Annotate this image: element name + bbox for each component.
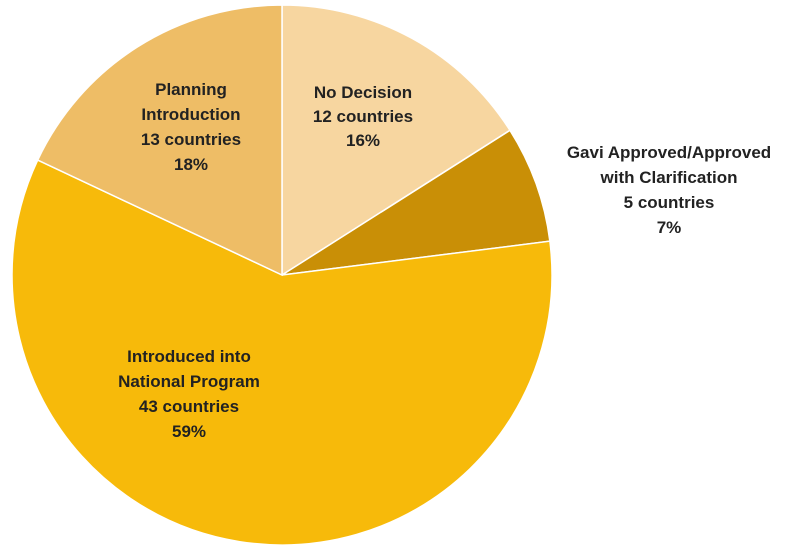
data-label-line: 7% [657,218,682,237]
data-label-line: 59% [172,422,206,441]
data-label-line: No Decision [314,83,412,102]
data-label-no-decision: No Decision 12 countries 16% [313,83,413,150]
data-label-line: Planning [155,80,227,99]
data-label-line: 43 countries [139,397,239,416]
data-label-planning: Planning Introduction 13 countries 18% [141,80,241,174]
data-label-line: 12 countries [313,107,413,126]
data-label-line: 5 countries [624,193,715,212]
labels-layer: No Decision 12 countries 16% Gavi Approved/… [118,80,771,441]
data-label-line: Introduction [141,105,240,124]
slices-layer [11,4,553,546]
data-label-line: with Clarification [600,168,738,187]
data-label-line: 13 countries [141,130,241,149]
pie-slice-gavi-approved [281,129,551,276]
data-label-line: National Program [118,372,260,391]
data-label-line: 18% [174,155,208,174]
data-label-line: 16% [346,131,380,150]
data-label-introduced: Introduced into National Program 43 countr… [118,347,260,441]
pie-slice-planning [36,4,283,277]
data-label-line: Gavi Approved/Approved [567,143,771,162]
pie-slice-no-decision [281,4,512,277]
data-label-line: Introduced into [127,347,251,366]
pie-slice-introduced [11,159,553,546]
data-label-gavi-approved: Gavi Approved/Approved with Clarification… [567,143,771,237]
